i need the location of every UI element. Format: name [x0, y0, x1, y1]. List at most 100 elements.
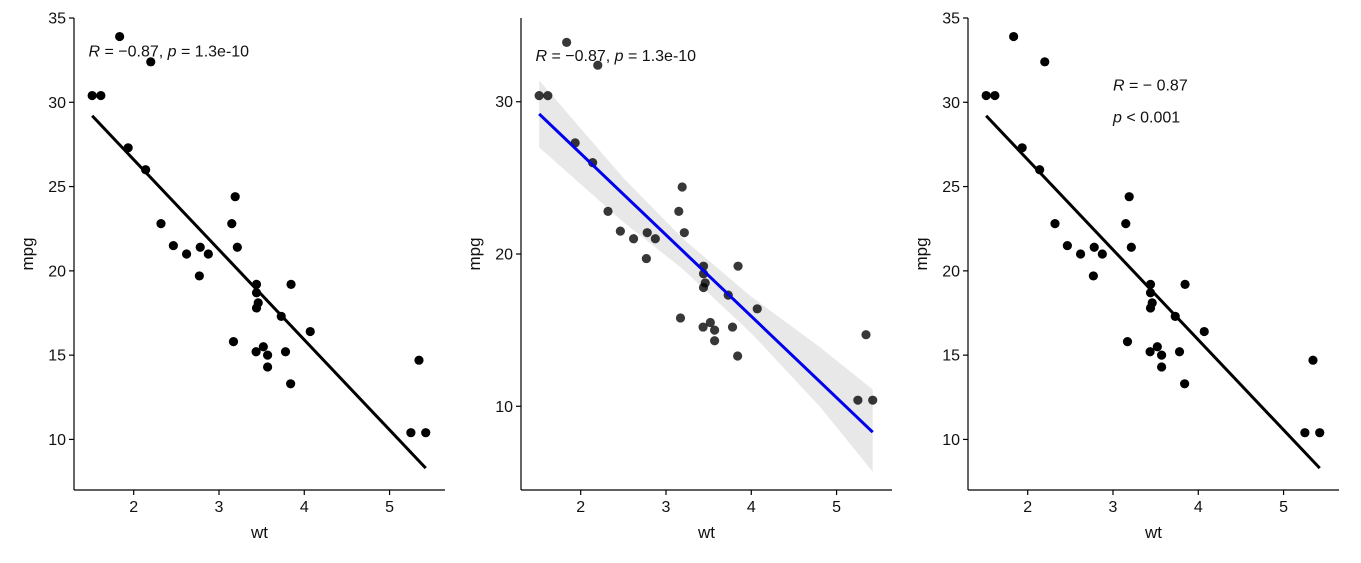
data-point: [203, 249, 213, 259]
y-tick-label: 25: [942, 179, 960, 196]
data-point: [1300, 428, 1310, 438]
data-point: [710, 325, 720, 335]
data-point: [228, 337, 239, 347]
x-tick-label: 4: [1194, 499, 1203, 516]
data-point: [232, 242, 242, 252]
x-axis-title: wt: [1144, 523, 1162, 542]
r-label: R: [1113, 77, 1125, 94]
data-point: [710, 336, 720, 346]
x-tick-label: 4: [747, 499, 756, 516]
data-point: [1088, 271, 1098, 281]
data-point: [1199, 326, 1209, 337]
data-point: [195, 242, 205, 252]
data-point: [305, 326, 315, 337]
x-tick-label: 3: [1109, 499, 1118, 516]
data-point: [534, 91, 544, 101]
x-tick-label: 3: [662, 499, 671, 516]
data-point: [406, 428, 416, 438]
data-point: [1126, 242, 1136, 252]
data-point: [1180, 279, 1190, 289]
y-axis-title: mpg: [912, 237, 931, 270]
regression-line: [91, 114, 427, 470]
data-point: [868, 395, 878, 405]
data-point: [1121, 219, 1131, 229]
r-value: = −0.87,: [547, 48, 615, 65]
x-tick-label: 2: [576, 499, 585, 516]
y-tick-label: 20: [495, 247, 513, 264]
data-point: [679, 228, 689, 238]
data-point: [674, 206, 684, 216]
data-point: [87, 90, 97, 101]
x-tick-label: 5: [1279, 499, 1288, 516]
data-point: [1040, 57, 1050, 67]
data-point: [251, 303, 262, 313]
data-point: [853, 395, 863, 405]
data-point: [280, 347, 291, 357]
panel-left: 10 15 20 25 30 35 2 3 4 5 wt mpg R = −0.87, p = 1.3e…: [18, 11, 445, 542]
data-point: [286, 379, 296, 389]
y-tick-label: 30: [48, 95, 66, 112]
x-tick-label: 5: [385, 499, 394, 516]
data-point: [733, 261, 743, 271]
data-point: [194, 271, 204, 281]
data-point: [677, 182, 687, 192]
data-point: [1050, 219, 1060, 229]
r-label: R: [535, 48, 547, 65]
p-label: p: [614, 48, 624, 65]
y-tick-label: 35: [48, 11, 66, 28]
data-point: [642, 228, 652, 238]
p-value: < 0.001: [1122, 109, 1180, 126]
data-point: [421, 428, 431, 438]
data-point: [156, 219, 166, 229]
correlation-p-annotation: p < 0.001: [1112, 109, 1180, 126]
data-point: [603, 206, 613, 216]
data-point: [1157, 362, 1167, 372]
data-point: [588, 158, 598, 168]
data-point: [675, 313, 686, 323]
correlation-annotation: R = −0.87, p = 1.3e-10: [88, 44, 249, 61]
data-point: [698, 282, 709, 293]
data-point: [705, 317, 715, 328]
data-point: [251, 347, 261, 357]
regression-line: [985, 114, 1321, 470]
data-point: [628, 234, 639, 244]
data-point: [727, 322, 738, 332]
data-point: [650, 234, 660, 244]
data-point: [1097, 249, 1107, 259]
y-tick-label: 30: [495, 94, 513, 111]
correlation-annotation: R = −0.87, p = 1.3e-10: [535, 48, 696, 65]
data-point: [263, 362, 273, 372]
data-point: [1075, 249, 1086, 259]
panel-middle: 10 20 30 2 3 4 5 wt mpg R = −0.87, p = 1.3e-10: [465, 18, 892, 542]
data-point: [733, 351, 743, 361]
y-axis-title: mpg: [18, 237, 37, 270]
y-axis-title: mpg: [465, 237, 484, 270]
data-point: [1145, 303, 1156, 313]
p-value: = 1.3e-10: [177, 44, 250, 61]
data-point: [752, 304, 762, 314]
y-tick-label: 30: [942, 95, 960, 112]
data-point: [1308, 355, 1318, 365]
x-tick-label: 4: [300, 499, 309, 516]
p-label: p: [167, 44, 177, 61]
data-point: [286, 279, 296, 289]
data-point: [263, 350, 273, 360]
x-tick-label: 2: [129, 499, 138, 516]
data-point: [1124, 192, 1134, 202]
data-point: [861, 330, 871, 340]
r-value: = − 0.87: [1125, 77, 1188, 94]
data-point: [698, 322, 708, 332]
y-tick-label: 15: [942, 348, 960, 365]
p-label: p: [1112, 109, 1122, 126]
x-tick-label: 3: [215, 499, 224, 516]
data-point: [1009, 31, 1019, 42]
data-point: [96, 90, 106, 101]
data-point: [1180, 379, 1190, 389]
y-tick-label: 10: [495, 399, 513, 416]
y-tick-label: 20: [48, 263, 66, 280]
y-tick-label: 35: [942, 11, 960, 28]
y-tick-label: 25: [48, 179, 66, 196]
p-value: = 1.3e-10: [624, 48, 697, 65]
data-point: [1174, 347, 1185, 357]
